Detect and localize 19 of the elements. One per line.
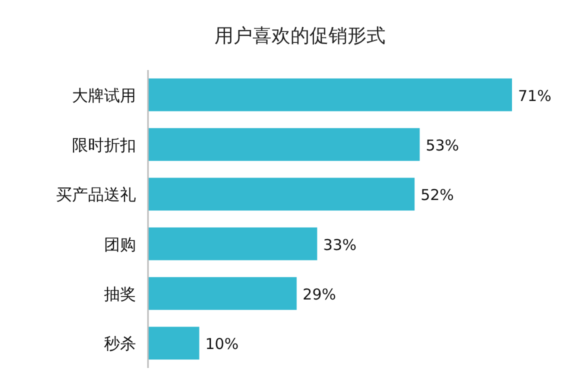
y-tick-label: 买产品送礼 bbox=[56, 185, 136, 204]
y-tick-label: 抽奖 bbox=[104, 284, 136, 304]
bar bbox=[148, 128, 420, 161]
bar bbox=[148, 178, 415, 211]
bar bbox=[148, 326, 200, 360]
data-label: 53% bbox=[426, 136, 460, 154]
y-tick-label: 团购 bbox=[104, 234, 136, 254]
data-label: 29% bbox=[302, 286, 336, 304]
data-label: 52% bbox=[420, 186, 454, 204]
bar bbox=[148, 227, 318, 260]
y-tick-label: 大牌试用 bbox=[72, 86, 136, 105]
data-label: 71% bbox=[518, 86, 552, 105]
chart-title: 用户喜欢的促销形式 bbox=[214, 25, 386, 47]
bar bbox=[148, 78, 512, 112]
bar bbox=[148, 277, 297, 310]
data-label: 33% bbox=[323, 236, 357, 254]
y-tick-label: 限时折扣 bbox=[72, 136, 136, 154]
data-label: 10% bbox=[205, 335, 239, 354]
y-tick-label: 秒杀 bbox=[104, 334, 136, 354]
